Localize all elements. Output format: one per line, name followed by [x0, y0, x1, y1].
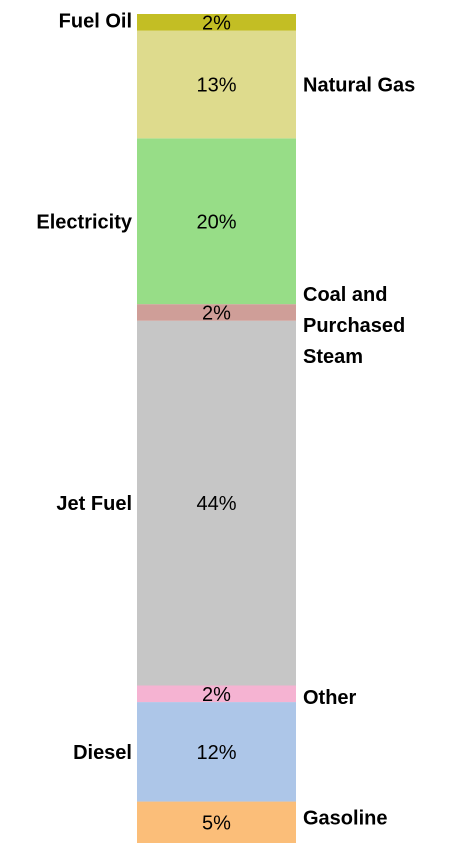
data-label-fuel-oil: 2% [202, 12, 231, 34]
category-label-electricity: Electricity [36, 211, 132, 233]
data-label-natural-gas: 13% [196, 74, 236, 96]
category-label-jet-fuel: Jet Fuel [56, 493, 132, 515]
bar-segment-natural-gas [137, 30, 296, 139]
data-label-gasoline: 5% [202, 812, 231, 834]
category-label-natural-gas: Natural Gas [303, 74, 415, 96]
data-label-coal-and-purchased-steam: 2% [202, 302, 231, 324]
bar-segment-coal-and-purchased-steam [137, 304, 296, 321]
bar-segment-fuel-oil [137, 14, 296, 31]
data-label-jet-fuel: 44% [196, 493, 236, 515]
data-label-other: 2% [202, 684, 231, 706]
bar-segment-diesel [137, 702, 296, 802]
bar-segment-other [137, 685, 296, 703]
data-label-electricity: 20% [196, 211, 236, 233]
category-label-coal-and-purchased-steam: Coal and Purchased Steam [303, 284, 405, 368]
bar-segment-electricity [137, 138, 296, 305]
bar-segment-gasoline [137, 801, 296, 843]
bar-segment-jet-fuel [137, 320, 296, 686]
category-label-fuel-oil: Fuel Oil [59, 10, 132, 32]
category-label-gasoline: Gasoline [303, 807, 387, 829]
data-label-diesel: 12% [196, 742, 236, 764]
category-label-diesel: Diesel [73, 742, 132, 764]
category-label-other: Other [303, 687, 357, 709]
